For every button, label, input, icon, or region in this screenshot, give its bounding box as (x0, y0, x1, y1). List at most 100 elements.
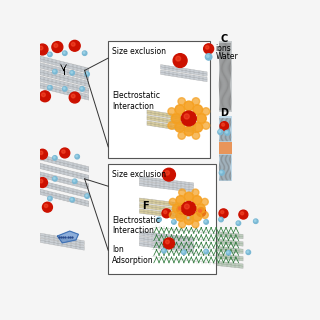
Circle shape (48, 86, 50, 88)
Circle shape (39, 91, 51, 102)
Circle shape (179, 221, 186, 228)
Circle shape (168, 108, 175, 115)
Circle shape (225, 130, 230, 135)
Circle shape (182, 250, 186, 254)
Text: Electrostatic
Interaction: Electrostatic Interaction (112, 92, 160, 111)
Polygon shape (36, 154, 89, 172)
Circle shape (48, 53, 50, 55)
Polygon shape (140, 176, 194, 187)
Circle shape (184, 216, 193, 225)
Circle shape (39, 151, 43, 155)
Circle shape (196, 114, 206, 123)
Circle shape (81, 87, 83, 89)
Circle shape (165, 240, 169, 244)
Circle shape (172, 220, 174, 222)
Circle shape (220, 171, 222, 173)
Circle shape (182, 202, 196, 215)
Circle shape (63, 52, 65, 53)
Circle shape (163, 249, 164, 251)
Circle shape (39, 46, 43, 50)
Polygon shape (36, 62, 89, 80)
Circle shape (53, 69, 57, 74)
Circle shape (48, 197, 50, 199)
Circle shape (181, 111, 196, 126)
Circle shape (184, 204, 189, 209)
Circle shape (204, 249, 208, 254)
Circle shape (193, 105, 203, 114)
Circle shape (53, 177, 55, 179)
Circle shape (193, 196, 202, 204)
Circle shape (83, 51, 87, 55)
Circle shape (193, 123, 203, 132)
Circle shape (172, 204, 181, 213)
Circle shape (202, 122, 210, 129)
Circle shape (201, 212, 208, 219)
Circle shape (172, 220, 176, 224)
Circle shape (220, 218, 221, 220)
Circle shape (192, 98, 200, 105)
Circle shape (60, 148, 70, 158)
Polygon shape (152, 232, 243, 246)
Circle shape (201, 198, 208, 205)
Circle shape (69, 40, 80, 51)
Circle shape (162, 209, 171, 218)
Circle shape (222, 123, 225, 126)
Circle shape (193, 212, 202, 221)
Bar (219, 142, 232, 154)
Circle shape (179, 189, 186, 196)
Circle shape (86, 195, 87, 196)
Circle shape (179, 207, 182, 210)
Circle shape (157, 217, 161, 222)
Polygon shape (36, 162, 89, 181)
Circle shape (48, 85, 52, 90)
Circle shape (177, 205, 186, 214)
Circle shape (39, 180, 43, 183)
Circle shape (62, 150, 65, 153)
Polygon shape (36, 188, 89, 207)
Circle shape (63, 87, 65, 89)
Bar (108, 41, 210, 158)
Polygon shape (140, 241, 194, 252)
Circle shape (163, 168, 175, 181)
Polygon shape (40, 233, 84, 245)
Circle shape (178, 132, 185, 139)
Polygon shape (147, 116, 196, 127)
Circle shape (169, 212, 176, 219)
Circle shape (219, 209, 228, 218)
Circle shape (241, 212, 244, 215)
Circle shape (226, 131, 228, 133)
Circle shape (52, 42, 63, 52)
Polygon shape (57, 231, 78, 243)
Circle shape (173, 54, 187, 68)
Circle shape (53, 156, 55, 158)
Polygon shape (152, 225, 243, 239)
Circle shape (48, 196, 52, 201)
Circle shape (219, 217, 223, 222)
Text: Electrostatic
Interaction: Electrostatic Interaction (112, 216, 160, 235)
Circle shape (175, 123, 185, 132)
Text: F: F (142, 201, 148, 211)
Circle shape (192, 221, 199, 228)
Circle shape (157, 218, 159, 220)
Circle shape (76, 155, 77, 157)
Polygon shape (152, 247, 243, 261)
Circle shape (71, 42, 75, 46)
Circle shape (254, 220, 256, 221)
Circle shape (71, 94, 75, 98)
Circle shape (73, 180, 75, 182)
Circle shape (239, 210, 248, 219)
Circle shape (80, 87, 84, 91)
Circle shape (70, 71, 75, 75)
Circle shape (165, 171, 169, 175)
Polygon shape (140, 198, 194, 209)
Circle shape (196, 204, 205, 213)
Polygon shape (152, 254, 243, 268)
Circle shape (53, 177, 57, 181)
Circle shape (53, 70, 55, 72)
Text: Size exclusion: Size exclusion (112, 170, 166, 179)
Polygon shape (36, 171, 89, 189)
Circle shape (176, 56, 180, 61)
Bar (219, 116, 232, 181)
Text: C: C (220, 34, 228, 44)
Circle shape (75, 155, 79, 159)
